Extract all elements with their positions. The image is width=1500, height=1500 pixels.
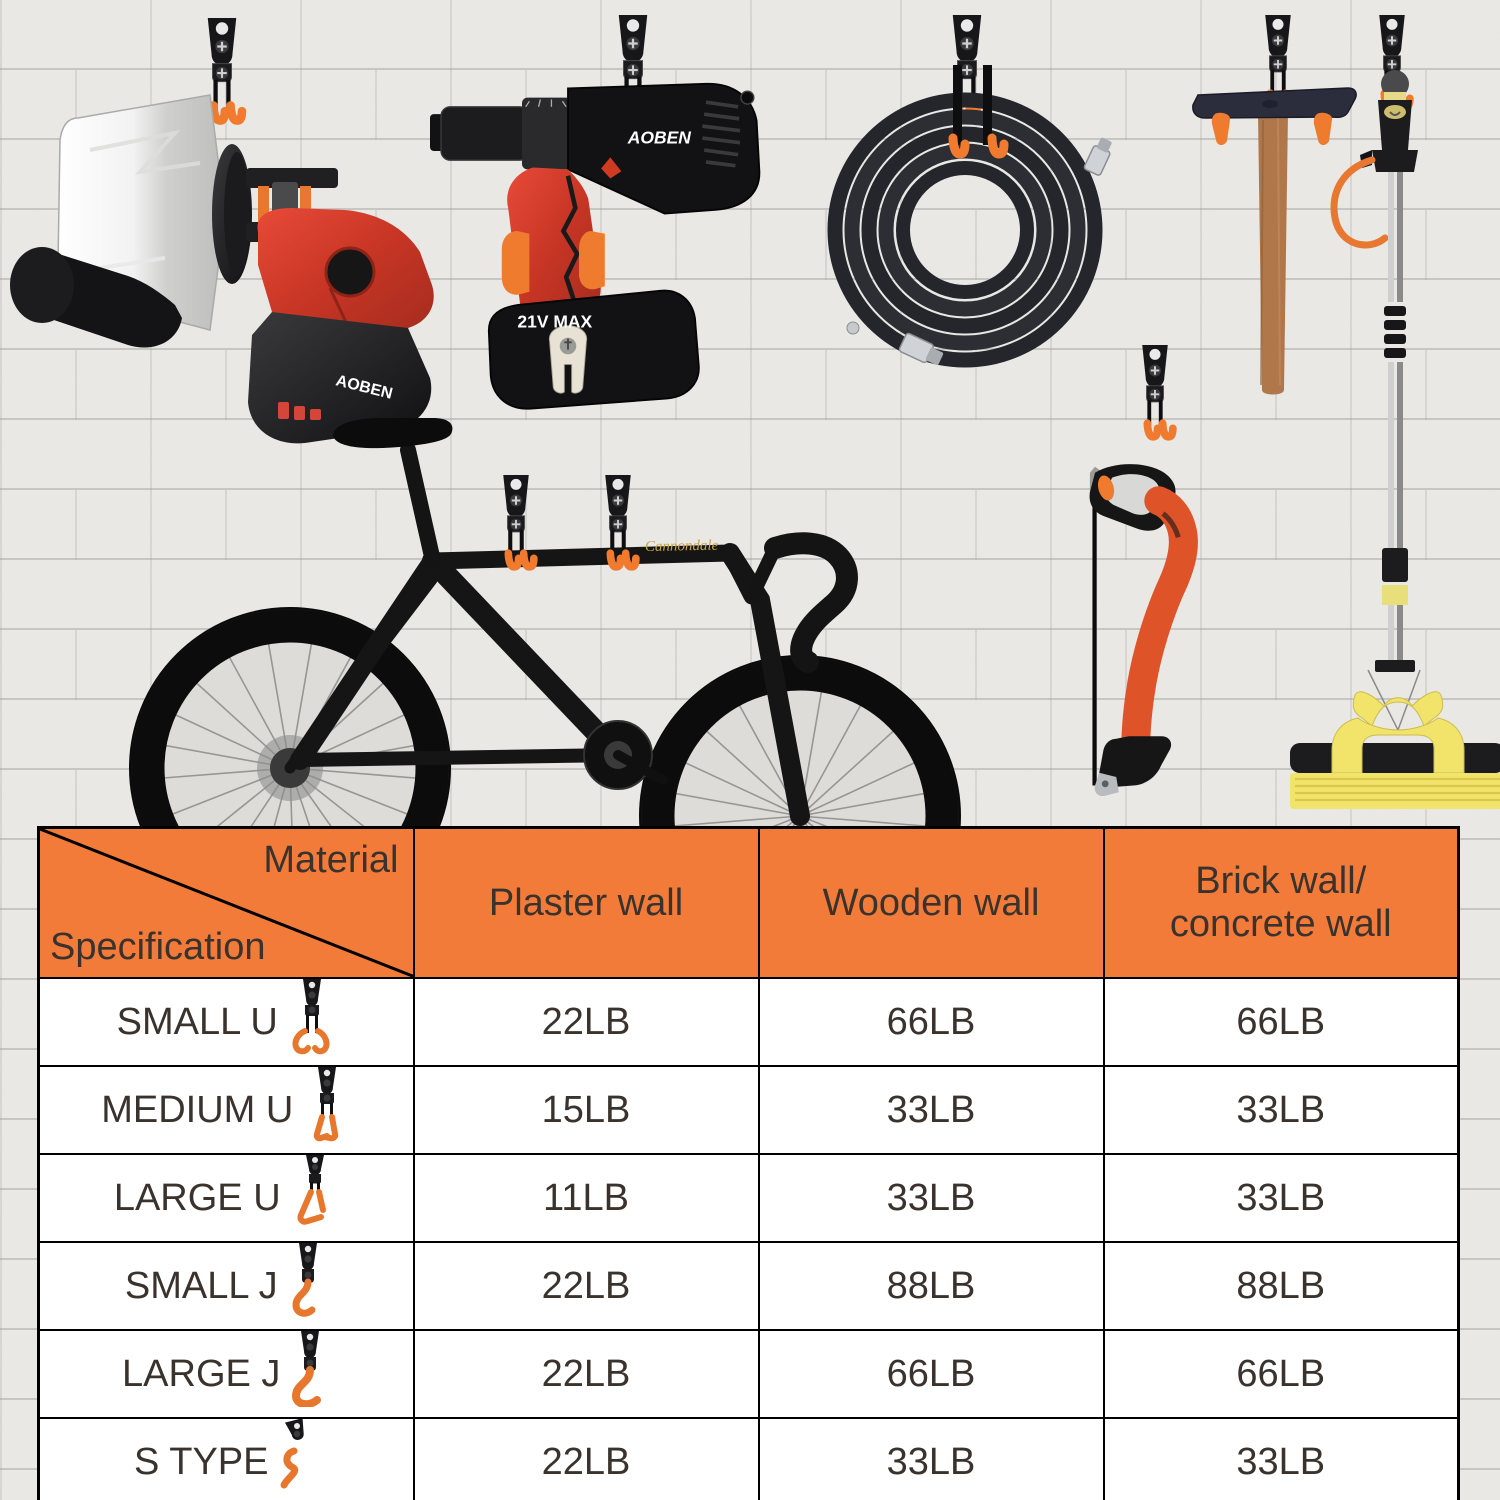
svg-text:AOBEN: AOBEN — [627, 128, 691, 148]
svg-text:Cannondale: Cannondale — [645, 538, 719, 555]
svg-text:21V MAX: 21V MAX — [517, 312, 592, 332]
